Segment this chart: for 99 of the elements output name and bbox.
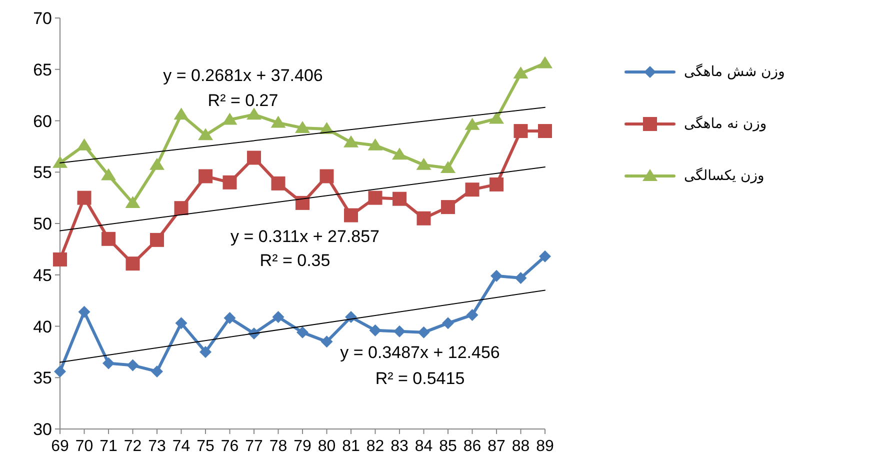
point xyxy=(150,232,164,247)
legend-label: وزن یکسالگی xyxy=(684,168,764,184)
x-tick-label: 79 xyxy=(294,438,312,455)
point xyxy=(247,150,261,165)
x-tick-label: 72 xyxy=(124,438,142,455)
y-tick-label: 60 xyxy=(33,112,52,131)
y-tick-label: 45 xyxy=(33,266,52,285)
point xyxy=(126,256,140,271)
point xyxy=(538,124,552,138)
point xyxy=(514,124,528,138)
y-tick-label: 35 xyxy=(33,368,52,388)
point xyxy=(466,308,478,321)
y-tick-label: 50 xyxy=(33,214,52,234)
x-tick-label: 76 xyxy=(220,438,239,455)
point xyxy=(464,118,480,130)
x-tick-label: 77 xyxy=(245,438,263,455)
point xyxy=(175,317,188,330)
point xyxy=(344,208,358,222)
annotation: y = 0.3487x + 12.456 xyxy=(340,343,500,362)
point xyxy=(368,138,383,150)
point xyxy=(320,169,334,184)
point xyxy=(198,128,213,140)
point xyxy=(126,359,139,372)
x-tick-label: 70 xyxy=(75,438,94,455)
y-tick-label: 70 xyxy=(33,9,52,28)
x-tick-label: 88 xyxy=(512,438,530,455)
x-tick-label: 89 xyxy=(536,438,554,455)
x-tick-label: 84 xyxy=(414,438,433,455)
point xyxy=(416,158,432,170)
point xyxy=(54,365,66,378)
point xyxy=(125,196,140,208)
y-tick-label: 55 xyxy=(33,163,52,182)
point xyxy=(394,325,406,338)
point xyxy=(174,108,189,120)
y-tick-label: 65 xyxy=(33,60,52,80)
point xyxy=(440,161,456,174)
point xyxy=(222,112,238,125)
annotation: y = 0.311x + 27.857 xyxy=(230,227,380,246)
point xyxy=(102,357,114,370)
legend-label: وزن نه ماهگی xyxy=(684,116,767,132)
point xyxy=(295,120,310,133)
point xyxy=(53,252,67,266)
x-tick-label: 69 xyxy=(51,438,69,455)
x-tick-label: 81 xyxy=(342,438,360,455)
x-tick-label: 75 xyxy=(196,438,214,455)
y-tick-label: 30 xyxy=(33,420,52,439)
x-tick-label: 78 xyxy=(269,438,288,455)
point xyxy=(416,211,431,226)
point xyxy=(513,66,528,78)
x-tick-label: 83 xyxy=(390,438,408,455)
point xyxy=(392,148,407,160)
point xyxy=(78,306,90,318)
x-tick-label: 80 xyxy=(318,438,336,455)
x-tick-label: 74 xyxy=(172,438,190,455)
x-tick-label: 82 xyxy=(366,438,384,455)
x-tick-label: 87 xyxy=(488,438,506,455)
annotation: y = 0.2681x + 37.406 xyxy=(163,66,323,85)
legend-label: وزن شش ماهگی xyxy=(684,64,785,80)
point xyxy=(174,201,188,216)
x-tick-label: 73 xyxy=(148,438,166,455)
point xyxy=(224,312,236,324)
annotation: R² = 0.5415 xyxy=(375,369,465,388)
point xyxy=(442,317,454,330)
point xyxy=(52,156,68,168)
point xyxy=(368,190,382,205)
point xyxy=(270,116,286,128)
point xyxy=(222,175,237,190)
point xyxy=(200,346,212,358)
point xyxy=(369,324,382,336)
point xyxy=(490,270,502,282)
point xyxy=(296,196,310,210)
point xyxy=(101,168,116,180)
y-tick-label: 40 xyxy=(33,317,52,336)
point xyxy=(441,200,455,214)
annotation: R² = 0.35 xyxy=(260,251,330,270)
point xyxy=(102,232,116,246)
x-tick-label: 85 xyxy=(439,438,457,455)
point xyxy=(272,311,284,324)
point xyxy=(296,326,308,338)
point xyxy=(538,56,552,68)
x-tick-label: 86 xyxy=(463,438,482,455)
point xyxy=(320,336,333,348)
point xyxy=(151,365,163,378)
point xyxy=(271,176,286,190)
point xyxy=(198,169,212,184)
point xyxy=(489,112,504,124)
point xyxy=(246,108,262,120)
x-tick-label: 71 xyxy=(100,438,118,455)
annotation: R² = 0.27 xyxy=(208,91,278,110)
point xyxy=(344,135,358,148)
point xyxy=(490,177,504,192)
point xyxy=(539,250,551,262)
point xyxy=(76,138,92,150)
point xyxy=(392,192,406,206)
point xyxy=(514,272,527,284)
point xyxy=(418,326,430,338)
point xyxy=(150,158,164,170)
point xyxy=(465,182,480,197)
point xyxy=(77,190,92,205)
